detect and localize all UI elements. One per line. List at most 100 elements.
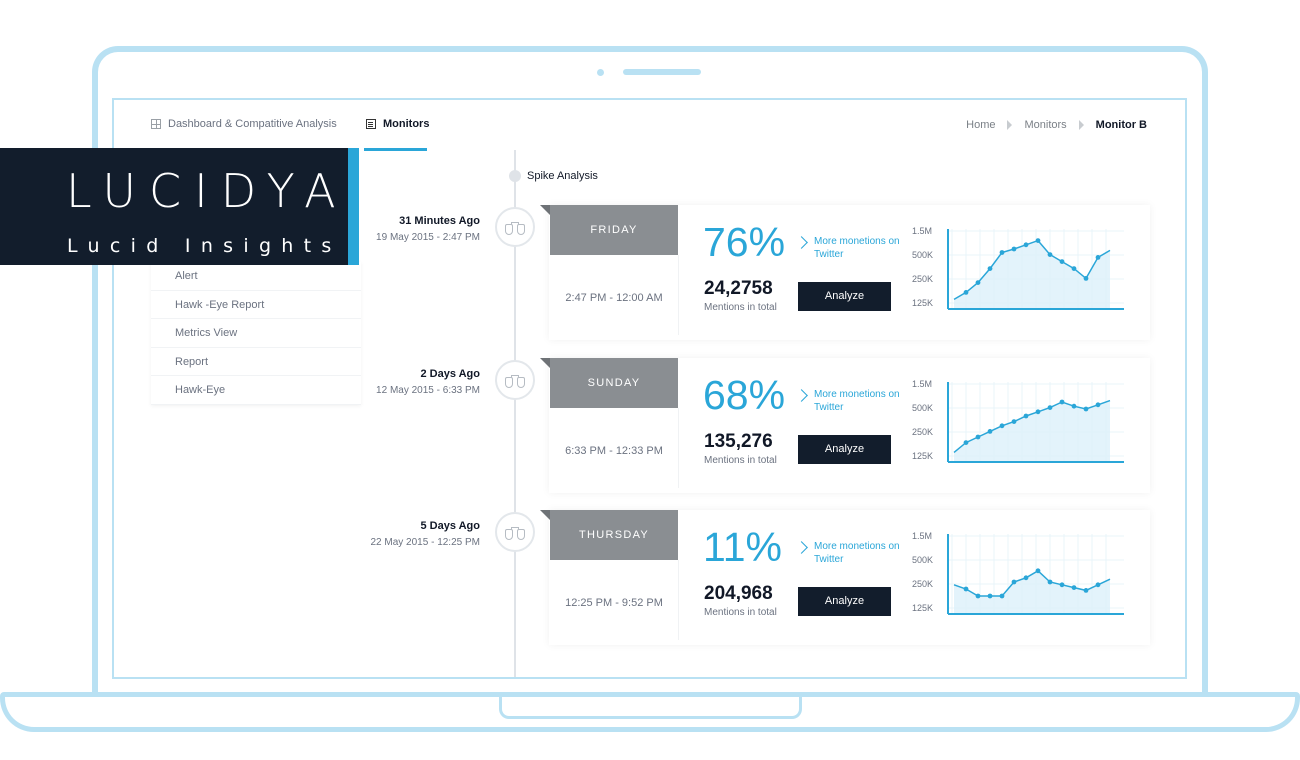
chart-point bbox=[1011, 579, 1017, 585]
chart-point bbox=[999, 250, 1005, 255]
chart-point bbox=[1035, 409, 1041, 415]
spike-percentage: 11% bbox=[703, 524, 783, 570]
chart-area bbox=[954, 240, 1110, 309]
analyze-button[interactable]: Analyze bbox=[798, 282, 891, 311]
document-icon bbox=[366, 119, 376, 129]
chart-point bbox=[975, 434, 981, 440]
chart-point bbox=[963, 440, 969, 445]
chart-point bbox=[987, 266, 993, 271]
y-tick-label: 1.5M bbox=[912, 226, 932, 236]
chart-point bbox=[987, 593, 993, 599]
breadcrumb-current: Monitor B bbox=[1095, 119, 1147, 131]
breadcrumb-arrow-icon bbox=[1007, 120, 1013, 130]
chart-point bbox=[1083, 276, 1089, 281]
y-tick-label: 250K bbox=[912, 427, 933, 437]
time-range: 2:47 PM - 12:00 AM bbox=[565, 292, 663, 304]
binoculars-icon bbox=[505, 524, 525, 540]
sidebar-menu: Alert Hawk -Eye Report Metrics View Repo… bbox=[151, 262, 361, 405]
chart-point bbox=[1023, 575, 1029, 581]
camera-icon bbox=[597, 69, 604, 76]
card-divider bbox=[678, 560, 679, 640]
chart-point bbox=[1011, 419, 1017, 424]
chart-point bbox=[1071, 266, 1077, 271]
analyze-button[interactable]: Analyze bbox=[798, 435, 891, 464]
analyze-button[interactable]: Analyze bbox=[798, 587, 891, 616]
sidebar-item-alert[interactable]: Alert bbox=[151, 262, 361, 291]
entry-time-ago: 2 Days Ago bbox=[420, 368, 480, 380]
y-tick-label: 125K bbox=[912, 298, 933, 308]
entry-date: 19 May 2015 - 2:47 PM bbox=[376, 232, 480, 243]
spike-chart: 1.5M 500K 250K 125K bbox=[912, 226, 1124, 310]
timeline-start-dot bbox=[509, 170, 521, 182]
chart-point bbox=[1047, 405, 1053, 410]
logo-banner bbox=[0, 148, 352, 265]
chart-point bbox=[1083, 406, 1089, 412]
spike-percentage: 76% bbox=[703, 219, 786, 265]
chart-point bbox=[987, 429, 993, 434]
chart-point bbox=[1023, 413, 1029, 419]
chart-point bbox=[1059, 582, 1065, 588]
chart-point bbox=[1035, 568, 1041, 574]
nav-dashboard[interactable]: Dashboard & Compatitive Analysis bbox=[151, 118, 337, 130]
card-divider bbox=[678, 255, 679, 335]
mention-count-label: Mentions in total bbox=[704, 607, 777, 618]
mention-count-label: Mentions in total bbox=[704, 455, 777, 466]
day-label: FRIDAY bbox=[550, 205, 678, 255]
spike-chart: 1.5M 500K 250K 125K bbox=[912, 531, 1124, 615]
spike-chart: 1.5M 500K 250K 125K bbox=[912, 379, 1124, 463]
chart-point bbox=[1011, 246, 1017, 252]
chart-point bbox=[1071, 403, 1077, 409]
time-range: 12:25 PM - 9:52 PM bbox=[565, 597, 663, 609]
day-tab-fold bbox=[540, 358, 550, 368]
entry-date: 22 May 2015 - 12:25 PM bbox=[370, 537, 480, 548]
sidebar-item-hawk-eye-report[interactable]: Hawk -Eye Report bbox=[151, 291, 361, 319]
y-tick-label: 500K bbox=[912, 555, 933, 565]
chart-area bbox=[954, 570, 1110, 614]
nav-active-indicator bbox=[364, 148, 427, 151]
y-tick-label: 500K bbox=[912, 403, 933, 413]
day-label: THURSDAY bbox=[550, 510, 678, 560]
card-divider bbox=[678, 408, 679, 488]
y-tick-label: 125K bbox=[912, 451, 933, 461]
spike-entry: 2 Days Ago 12 May 2015 - 6:33 PM SUNDAY … bbox=[114, 358, 1185, 498]
nav-monitors[interactable]: Monitors bbox=[366, 118, 429, 130]
chart-point bbox=[1023, 242, 1029, 248]
chart-area bbox=[954, 400, 1110, 462]
entry-time-ago: 31 Minutes Ago bbox=[399, 215, 480, 227]
breadcrumb-arrow-icon bbox=[1078, 120, 1084, 130]
more-mentions-link[interactable]: More monetions on Twitter bbox=[814, 236, 900, 260]
chart-point bbox=[1095, 255, 1101, 260]
spike-entry: 31 Minutes Ago 19 May 2015 - 2:47 PM FRI… bbox=[114, 205, 1185, 345]
chart-point bbox=[1083, 588, 1089, 593]
sidebar-item-report[interactable]: Report bbox=[151, 348, 361, 376]
timeline-line bbox=[514, 150, 516, 677]
chart-point bbox=[1047, 579, 1053, 585]
spike-percentage: 68% bbox=[703, 372, 786, 418]
y-tick-label: 1.5M bbox=[912, 531, 932, 541]
laptop-notch bbox=[499, 697, 802, 719]
camera-bar bbox=[623, 69, 701, 75]
day-tab-fold bbox=[540, 205, 550, 215]
mention-count-label: Mentions in total bbox=[704, 302, 777, 313]
breadcrumb: Home Monitors Monitor B bbox=[966, 119, 1147, 131]
logo-wordmark: LUCIDYA bbox=[66, 164, 349, 218]
more-mentions-link[interactable]: More monetions on Twitter bbox=[814, 541, 900, 565]
breadcrumb-monitors[interactable]: Monitors bbox=[1024, 119, 1067, 131]
logo-accent-bar bbox=[348, 148, 359, 265]
mention-count: 204,968 bbox=[704, 583, 773, 604]
y-tick-label: 250K bbox=[912, 579, 933, 589]
sidebar-item-hawk-eye[interactable]: Hawk-Eye bbox=[151, 376, 361, 405]
binoculars-icon bbox=[505, 372, 525, 388]
entry-date: 12 May 2015 - 6:33 PM bbox=[376, 385, 480, 396]
timeline-node bbox=[495, 207, 535, 247]
chart-point bbox=[999, 593, 1005, 599]
y-tick-label: 1.5M bbox=[912, 379, 932, 389]
chart-point bbox=[1059, 259, 1065, 264]
timeline-node bbox=[495, 360, 535, 400]
sidebar-item-metrics-view[interactable]: Metrics View bbox=[151, 319, 361, 348]
breadcrumb-home[interactable]: Home bbox=[966, 119, 996, 131]
time-range: 6:33 PM - 12:33 PM bbox=[565, 445, 663, 457]
more-mentions-link[interactable]: More monetions on Twitter bbox=[814, 389, 900, 413]
y-tick-label: 125K bbox=[912, 603, 933, 613]
entry-time-ago: 5 Days Ago bbox=[420, 520, 480, 532]
